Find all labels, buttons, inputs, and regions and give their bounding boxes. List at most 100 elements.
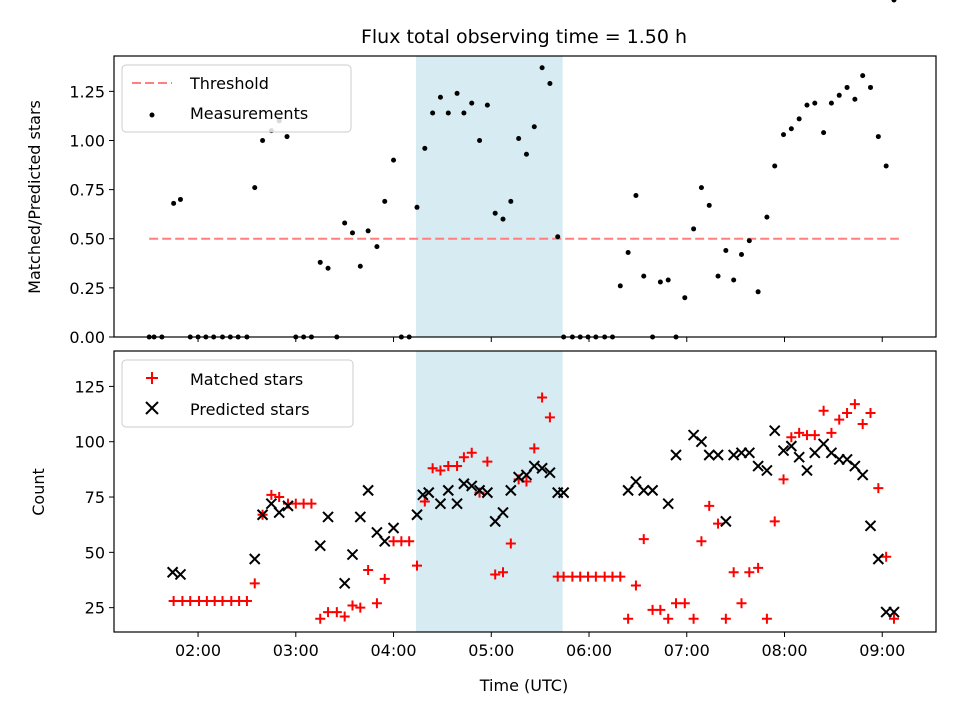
measurement-point <box>641 273 647 279</box>
predicted-star-point <box>544 466 556 479</box>
x-tick-label: 08:00 <box>761 641 807 660</box>
measurement-point <box>665 277 671 283</box>
y-tick-label: 100 <box>74 433 105 452</box>
measurement-point <box>547 81 553 87</box>
matched-star-point <box>704 500 715 511</box>
predicted-star-point <box>256 509 269 521</box>
matched-star-point <box>873 483 884 494</box>
matched-star-point <box>355 602 366 613</box>
matched-star-point <box>720 613 731 624</box>
measurement-point <box>477 137 483 143</box>
predicted-star-point <box>423 486 435 499</box>
measurement-points <box>146 0 897 340</box>
measurement-point <box>325 265 331 271</box>
legend-box <box>121 359 354 428</box>
measurement-point <box>391 157 397 163</box>
legend-predicted-label: Predicted stars <box>190 400 310 419</box>
y-tick-label: 0.75 <box>69 181 105 200</box>
predicted-star-point <box>338 577 351 590</box>
x-axis-ticks <box>197 337 883 342</box>
predicted-star-point <box>712 449 724 461</box>
measurement-point <box>284 134 290 140</box>
measurement-point <box>342 220 348 226</box>
matched-star-point <box>744 567 755 578</box>
matched-star-point <box>688 613 699 624</box>
matched-star-point <box>728 567 739 578</box>
predicted-star-point <box>695 436 708 448</box>
predicted-star-point <box>520 469 533 481</box>
matched-star-point <box>834 414 845 425</box>
measurement-point <box>414 204 420 210</box>
measurement-point <box>875 134 881 140</box>
matched-star-point <box>753 562 764 573</box>
measurement-point <box>531 124 537 130</box>
measurement-point <box>633 193 639 199</box>
panel-ratio: 0.00 0.25 0.50 0.75 1.00 1.25 Matched/Predict… <box>25 0 937 347</box>
legend: Threshold Measurements <box>121 64 352 133</box>
y-axis-label: Count <box>29 468 48 516</box>
predicted-star-point <box>670 449 682 461</box>
measurement-point <box>382 198 388 204</box>
predicted-star-point <box>434 497 447 510</box>
matched-star-point <box>769 516 780 527</box>
matched-star-point <box>842 407 853 418</box>
matched-star-point <box>363 565 374 576</box>
measurement-point <box>715 273 721 279</box>
x-tick-label: 06:00 <box>566 641 612 660</box>
predicted-star-point <box>458 478 470 490</box>
matched-star-point <box>786 432 797 443</box>
y-tick-label: 0.50 <box>69 230 105 249</box>
matched-star-point <box>590 571 601 582</box>
y-tick-label: 25 <box>85 599 105 618</box>
count-points <box>166 392 900 624</box>
measurement-point <box>682 295 688 301</box>
predicted-star-point <box>703 449 715 461</box>
measurement-point <box>772 163 778 169</box>
matched-star-point <box>505 538 516 549</box>
predicted-star-point <box>761 464 773 477</box>
measurement-point <box>804 102 810 108</box>
predicted-star-point <box>630 475 642 488</box>
predicted-star-point <box>536 462 548 474</box>
matched-star-point <box>339 611 350 622</box>
matched-star-point <box>274 492 285 503</box>
y-tick-label: 75 <box>85 488 105 507</box>
predicted-star-point <box>273 506 285 519</box>
matched-star-point <box>529 443 540 454</box>
measurement-point <box>492 210 498 216</box>
measurement-point <box>539 65 545 71</box>
measurement-point <box>260 137 266 143</box>
measurement-point <box>706 202 712 208</box>
predicted-star-point <box>322 511 334 523</box>
y-tick-label: 50 <box>85 543 105 562</box>
x-axis-ticks: 02:00 03:00 04:00 05:00 06:00 07:00 08:00 09:00 <box>175 632 905 660</box>
measurement-point <box>746 238 752 244</box>
measurement-point <box>365 228 371 234</box>
predicted-star-point <box>646 484 659 497</box>
measurement-point <box>836 92 842 98</box>
predicted-star-point <box>473 484 486 497</box>
measurement-point <box>883 163 889 169</box>
y-tick-label: 1.00 <box>69 131 105 150</box>
predicted-star-point <box>727 449 740 461</box>
measurement-point <box>469 100 475 106</box>
predicted-star-point <box>872 553 885 565</box>
matched-star-point <box>249 578 260 589</box>
predicted-star-point <box>466 480 478 492</box>
measurement-point <box>821 130 827 136</box>
measurement-point <box>508 198 514 204</box>
matched-star-point <box>411 560 422 571</box>
matched-star-point <box>849 399 860 410</box>
x-tick-label: 03:00 <box>273 641 319 660</box>
predicted-star-point <box>166 566 179 578</box>
matched-star-point <box>671 598 682 609</box>
measurement-point <box>349 230 355 236</box>
predicted-star-point <box>743 447 756 459</box>
predicted-star-point <box>371 526 383 539</box>
matched-star-point <box>498 567 509 578</box>
matched-star-point <box>794 427 805 438</box>
plot-frame <box>113 350 937 633</box>
measurement-point <box>484 102 490 108</box>
x-axis-label: Time (UTC) <box>479 676 568 695</box>
